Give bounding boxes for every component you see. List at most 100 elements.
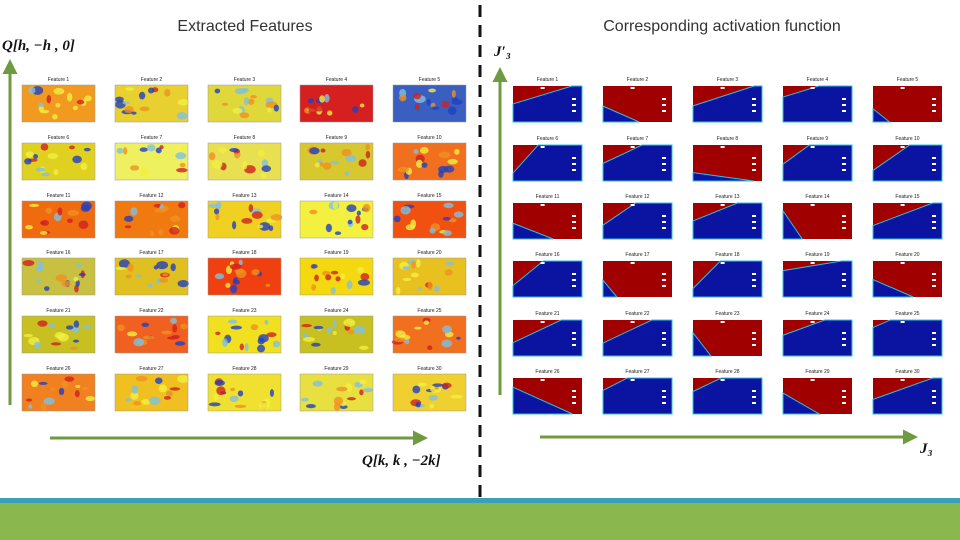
feature-spot [232,107,243,114]
feature-spot [343,318,356,327]
map-frame [21,142,96,181]
activation-marker [932,163,936,165]
feature-spot [229,395,239,402]
activation-marker [720,262,725,264]
activation-marker [752,285,756,287]
feature-spot [393,337,406,343]
feature-spot [232,221,237,230]
feature-label: Feature 8 [234,135,256,141]
feature-spot [38,105,44,112]
feature-spot [141,166,147,174]
feature-spot [325,274,332,281]
feature-label: Feature 8 [717,136,739,142]
activation-marker [540,379,545,381]
feature-label: Feature 7 [627,136,649,142]
activation-marker [752,215,756,217]
feature-label: Feature 1 [537,77,559,83]
feature-spot [308,105,318,115]
feature-spot [396,286,401,295]
activation-marker [842,332,846,334]
feature-spot [355,215,361,224]
activation-marker [900,146,905,148]
feature-spot [40,402,47,411]
feature-spot [25,398,33,402]
feature-spot [214,380,225,387]
feature-spot [329,160,340,165]
feature-spot [170,263,176,272]
activation-marker [842,163,846,165]
feature-spot [432,383,444,387]
activation-marker [630,146,635,148]
feature-spot [413,149,419,154]
activation-region [872,377,943,415]
feature-spot [335,276,341,282]
feature-label: Feature 12 [625,194,649,200]
feature-label: Feature 13 [715,194,739,200]
activation-region [602,278,618,298]
feature-spot [357,266,365,274]
feature-spot [233,277,238,283]
feature-spot [237,390,244,397]
activation-marker [752,221,756,223]
feature-spot [124,215,134,222]
feature-spot [261,165,272,172]
activation-region [782,144,853,182]
map-frame [299,373,374,412]
feature-spot [400,205,411,215]
feature-spot [311,264,318,269]
feature-spot [43,397,55,405]
activation-marker [932,215,936,217]
activation-marker [662,227,666,229]
map-frame [299,142,374,181]
feature-spot [442,217,451,221]
left-y-label: Q[h, −h , 0] [2,38,75,54]
activation-marker [842,273,846,275]
activation-marker [752,227,756,229]
feature-spot [326,110,333,116]
activation-region [602,319,673,357]
activation-marker [842,227,846,229]
activation-region [782,209,804,240]
feature-spot [421,162,428,168]
activation-marker [572,396,576,398]
feature-spot [244,342,249,352]
feature-spot [41,172,50,177]
activation-marker [900,87,905,89]
feature-spot [456,336,461,340]
feature-spot [333,403,341,411]
feature-spot [362,203,371,213]
activation-marker [842,338,846,340]
activation-region [512,319,583,357]
activation-marker [752,279,756,281]
feature-label: Feature 23 [232,308,256,314]
feature-spot [61,380,69,388]
map-frame [392,200,467,239]
feature-spot [25,151,34,158]
feature-spot [426,98,431,106]
activation-marker [662,110,666,112]
feature-label: Feature 25 [895,311,919,317]
feature-map [300,85,373,122]
feature-spot [320,148,326,153]
map-frame [114,84,189,123]
feature-spot [28,203,40,208]
feature-spot [340,273,346,280]
feature-spot [234,404,247,408]
activation-marker [572,98,576,100]
feature-spot [55,274,68,282]
feature-spot [258,222,271,231]
feature-spot [311,284,317,291]
activation-marker [752,396,756,398]
feature-label: Feature 16 [46,250,70,256]
activation-marker [752,110,756,112]
feature-label: Feature 13 [232,193,256,199]
feature-spot [441,100,450,108]
map-frame [207,373,282,412]
feature-spot [177,280,189,288]
activation-map [873,86,942,122]
feature-spot [442,325,452,334]
feature-spot [124,225,132,229]
feature-spot [359,389,364,396]
feature-spot [250,324,259,331]
